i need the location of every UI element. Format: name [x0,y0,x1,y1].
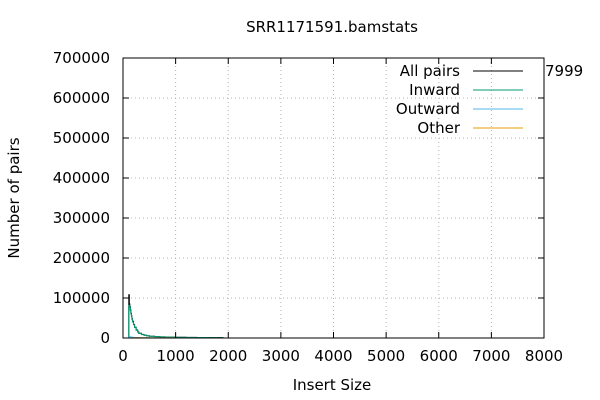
x-axis-ticks: 0 1000 2000 3000 4000 5000 6000 7000 8000 [118,58,563,365]
x-tick-label: 8000 [525,347,563,365]
grid-lines [123,58,544,338]
annotation-label: 7999 [545,62,583,80]
chart-title: SRR1171591.bamstats [246,18,418,36]
x-tick-label: 2000 [209,347,247,365]
y-tick-label: 600000 [53,89,110,107]
series-line-all-pairs [128,294,224,339]
legend-label: All pairs [400,62,460,80]
x-tick-label: 0 [118,347,128,365]
y-tick-label: 300000 [53,209,110,227]
y-tick-label: 100000 [53,289,110,307]
x-tick-label: 4000 [314,347,352,365]
y-axis-ticks: 0 100000 200000 300000 400000 500000 600000 700… [53,49,544,347]
series-layer [128,294,224,339]
legend-label: Outward [396,100,460,118]
y-tick-label: 0 [100,329,110,347]
y-tick-label: 200000 [53,249,110,267]
x-tick-label: 7000 [472,347,510,365]
series-line-inward [128,304,224,339]
x-tick-label: 5000 [367,347,405,365]
legend-label: Other [417,119,460,137]
y-tick-label: 700000 [53,49,110,67]
legend-label: Inward [409,81,460,99]
x-tick-label: 3000 [262,347,300,365]
x-tick-label: 6000 [420,347,458,365]
y-axis-label: Number of pairs [5,137,23,258]
y-tick-label: 500000 [53,129,110,147]
y-tick-label: 400000 [53,169,110,187]
x-tick-label: 1000 [157,347,195,365]
x-axis-label: Insert Size [293,376,372,394]
